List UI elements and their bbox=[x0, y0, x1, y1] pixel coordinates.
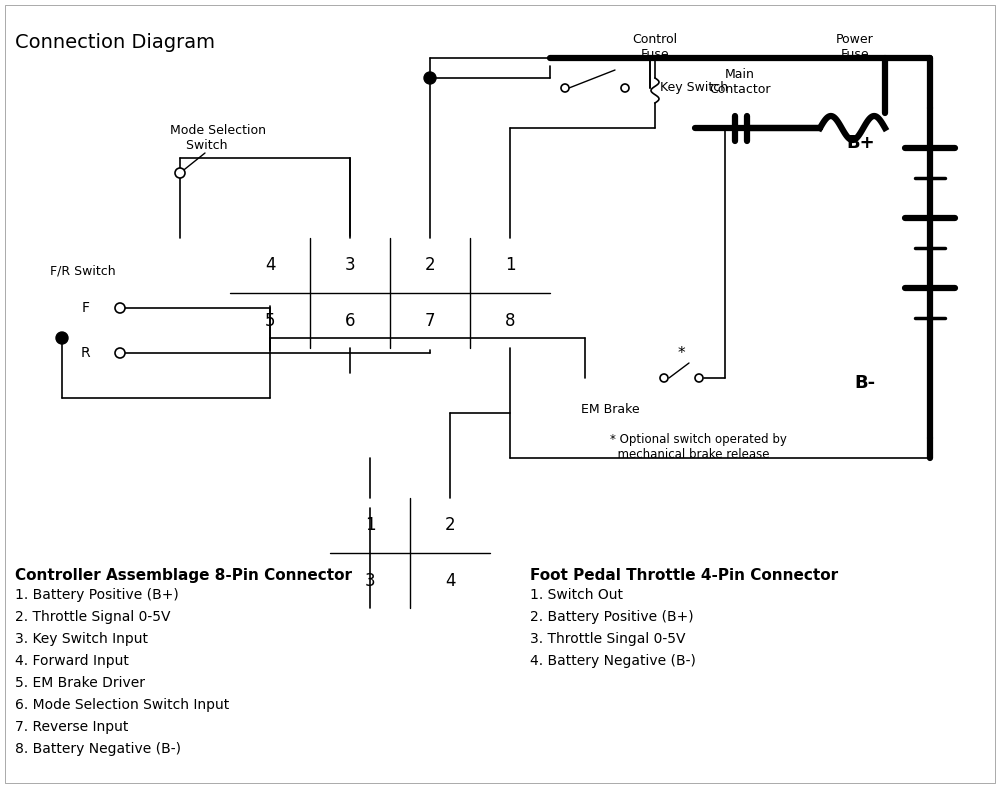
Text: 1. Battery Positive (B+): 1. Battery Positive (B+) bbox=[15, 588, 179, 602]
Bar bbox=[550, 65, 650, 110]
Text: 1. Switch Out: 1. Switch Out bbox=[530, 588, 623, 602]
Text: 2. Battery Positive (B+): 2. Battery Positive (B+) bbox=[530, 610, 694, 624]
Circle shape bbox=[660, 374, 668, 382]
Text: 3: 3 bbox=[365, 571, 375, 589]
Text: 1: 1 bbox=[365, 516, 375, 534]
Text: F: F bbox=[82, 301, 90, 315]
Text: 2. Throttle Signal 0-5V: 2. Throttle Signal 0-5V bbox=[15, 610, 170, 624]
Circle shape bbox=[621, 84, 629, 92]
Bar bbox=[60, 288, 210, 373]
Text: Mode Selection
    Switch: Mode Selection Switch bbox=[170, 124, 266, 152]
Bar bbox=[60, 288, 210, 373]
Circle shape bbox=[175, 168, 185, 178]
Circle shape bbox=[56, 332, 68, 344]
Text: 4. Forward Input: 4. Forward Input bbox=[15, 654, 129, 668]
Bar bbox=[350, 218, 410, 238]
Text: 2: 2 bbox=[445, 516, 455, 534]
Text: 4. Battery Negative (B-): 4. Battery Negative (B-) bbox=[530, 654, 696, 668]
Bar bbox=[395, 466, 425, 478]
Text: B-: B- bbox=[854, 374, 875, 392]
Text: 3. Throttle Singal 0-5V: 3. Throttle Singal 0-5V bbox=[530, 632, 686, 646]
Circle shape bbox=[561, 84, 569, 92]
Text: 1: 1 bbox=[505, 257, 515, 274]
Text: Controller Assemblage 8-Pin Connector: Controller Assemblage 8-Pin Connector bbox=[15, 568, 352, 583]
Bar bbox=[380, 478, 440, 498]
Text: 8: 8 bbox=[505, 311, 515, 329]
Text: 6. Mode Selection Switch Input: 6. Mode Selection Switch Input bbox=[15, 698, 229, 712]
Text: R: R bbox=[80, 346, 90, 360]
Text: F/R Switch: F/R Switch bbox=[50, 265, 116, 278]
Text: 5. EM Brake Driver: 5. EM Brake Driver bbox=[15, 676, 145, 690]
Text: 4: 4 bbox=[445, 571, 455, 589]
Text: 2: 2 bbox=[425, 257, 435, 274]
Text: Foot Pedal Throttle 4-Pin Connector: Foot Pedal Throttle 4-Pin Connector bbox=[530, 568, 838, 583]
Text: Key Switch: Key Switch bbox=[660, 81, 728, 95]
Text: 6: 6 bbox=[345, 311, 355, 329]
Text: Power
Fuse: Power Fuse bbox=[836, 33, 874, 61]
Bar bbox=[230, 238, 550, 348]
Text: Main
Contactor: Main Contactor bbox=[709, 68, 771, 96]
Text: 7: 7 bbox=[425, 311, 435, 329]
Circle shape bbox=[115, 303, 125, 313]
Text: B+: B+ bbox=[846, 134, 875, 152]
Text: 4: 4 bbox=[265, 257, 275, 274]
Bar bbox=[365, 206, 395, 218]
Text: EM Brake: EM Brake bbox=[581, 403, 639, 416]
Text: 3. Key Switch Input: 3. Key Switch Input bbox=[15, 632, 148, 646]
Circle shape bbox=[695, 374, 703, 382]
Bar bbox=[330, 498, 490, 608]
Text: Control
Fuse: Control Fuse bbox=[632, 33, 678, 61]
Text: 5: 5 bbox=[265, 311, 275, 329]
Text: 8. Battery Negative (B-): 8. Battery Negative (B-) bbox=[15, 742, 181, 756]
Text: 7. Reverse Input: 7. Reverse Input bbox=[15, 720, 128, 734]
Text: *: * bbox=[678, 345, 685, 360]
Text: Connection Diagram: Connection Diagram bbox=[15, 33, 215, 52]
Circle shape bbox=[115, 348, 125, 358]
Circle shape bbox=[424, 72, 436, 84]
Text: * Optional switch operated by
  mechanical brake release: * Optional switch operated by mechanical… bbox=[610, 433, 787, 461]
Text: 3: 3 bbox=[345, 257, 355, 274]
